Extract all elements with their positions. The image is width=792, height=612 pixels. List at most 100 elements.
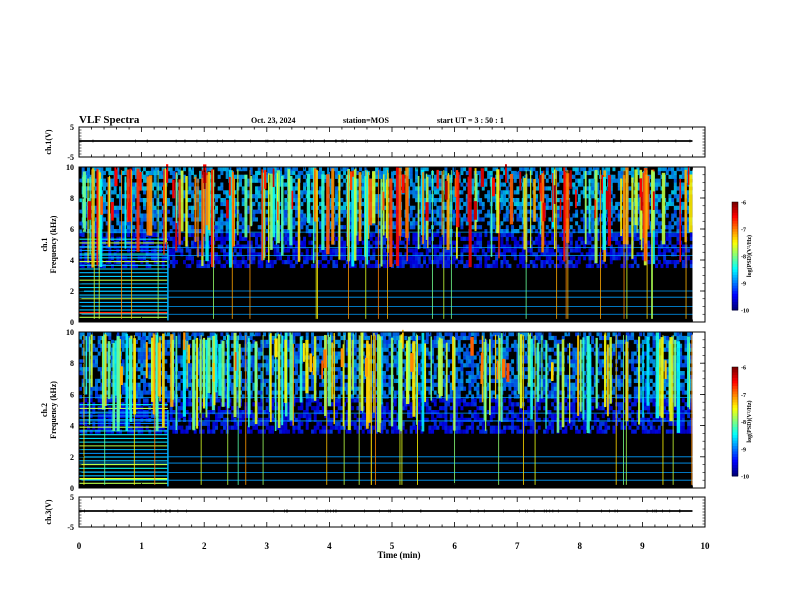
spectrogram-cell — [287, 248, 291, 253]
spectrogram-cell — [79, 335, 82, 341]
spectrogram-cell — [340, 244, 344, 249]
spectrogram-cell — [545, 260, 549, 265]
spectrogram-cell — [500, 240, 504, 245]
spectrogram-cell — [687, 221, 691, 226]
spectrogram-cell — [265, 229, 269, 234]
spectrogram-cell — [428, 240, 432, 245]
spectrogram-cell — [271, 429, 275, 434]
spectrogram-cell — [324, 248, 328, 253]
spectrogram-cell — [591, 178, 595, 183]
spectrogram-cell — [423, 244, 427, 249]
sferic-burst — [441, 171, 443, 235]
spectrogram-cell — [441, 182, 445, 187]
spectrogram-cell — [513, 244, 517, 249]
spectrogram-cell — [372, 248, 376, 253]
spectrogram-cell — [383, 186, 387, 191]
spectrogram-cell — [225, 425, 229, 430]
spectrogram-cell — [124, 170, 128, 176]
spectrogram-cell — [209, 332, 213, 337]
spectrogram-cell — [292, 194, 296, 199]
spectrogram-cell — [447, 252, 451, 257]
spectrogram-cell — [383, 170, 387, 176]
spectrogram-cell — [140, 347, 144, 352]
spectrogram-cell — [321, 248, 325, 253]
spectrogram-cell — [252, 256, 256, 261]
spectrogram-cell — [279, 252, 283, 257]
spectrogram-cell — [425, 248, 429, 253]
spectrogram-cell — [548, 205, 552, 210]
spectrogram-cell — [583, 167, 587, 172]
spectrogram-cell — [361, 213, 365, 218]
spectrogram-cell — [188, 421, 192, 426]
spectrogram-cell — [673, 170, 677, 176]
spectrogram-cell — [415, 256, 419, 261]
y-axis-label: Frequency (kHz) — [49, 215, 58, 273]
spectrogram-cell — [153, 213, 157, 218]
spectrogram-cell — [377, 194, 381, 199]
spectrogram-cell — [225, 252, 229, 257]
spectrogram-cell — [217, 417, 221, 422]
spectrogram-cell — [111, 182, 114, 187]
spectrogram-cell — [551, 232, 555, 238]
spectrogram-cell — [167, 378, 170, 383]
spectrogram-cell — [663, 260, 667, 265]
spectrogram-cell — [103, 205, 106, 210]
spectrogram-cell — [425, 252, 429, 257]
spectrogram-cell — [617, 244, 621, 249]
spectrogram-cell — [551, 252, 555, 257]
spectrogram-cell — [433, 252, 437, 257]
spectrogram-cell — [428, 205, 432, 210]
spectrogram-cell — [241, 186, 245, 191]
spectrogram-cell — [295, 201, 299, 207]
spectrogram-cell — [377, 263, 381, 269]
spectrogram-cell — [609, 256, 613, 261]
spectrogram-cell — [356, 194, 360, 199]
spectrogram-cell — [681, 174, 685, 179]
spectrogram-cell — [423, 167, 427, 172]
spectrogram-cell — [297, 174, 301, 179]
spectrogram-cell — [159, 229, 162, 234]
spectrogram-cell — [241, 229, 245, 234]
sferic-burst — [679, 178, 682, 263]
spectrogram-cell — [241, 244, 245, 249]
spectrogram-cell — [372, 240, 376, 245]
spectrogram-cell — [87, 170, 90, 176]
spectrogram-cell — [460, 205, 464, 210]
spectrogram-cell — [415, 260, 419, 265]
spectrogram-cell — [167, 394, 170, 399]
spectrogram-cell — [332, 260, 336, 265]
spectrogram-cell — [257, 410, 261, 415]
spectrogram-cell — [545, 244, 549, 249]
spectrogram-cell — [143, 190, 146, 195]
spectrogram-cell — [79, 209, 82, 214]
spectrogram-cell — [87, 343, 90, 348]
spectrogram-cell — [233, 198, 237, 203]
spectrogram-cell — [132, 190, 136, 195]
spectrogram-cell — [308, 232, 312, 238]
spectrogram-cell — [145, 170, 149, 176]
spectrogram-cell — [167, 201, 170, 207]
spectrogram-cell — [423, 182, 427, 187]
spectrogram-cell — [447, 263, 451, 269]
spectrogram-cell — [153, 205, 157, 210]
spectrogram-cell — [180, 240, 184, 245]
spectrogram-cell — [375, 174, 379, 179]
spectrogram-cell — [476, 182, 480, 187]
spectrogram-cell — [447, 256, 451, 261]
spectrogram-cell — [252, 232, 256, 238]
spectrogram-cell — [164, 394, 168, 399]
spectrogram-cell — [655, 236, 659, 241]
spectrogram-cell — [335, 217, 339, 222]
spectrogram-cell — [503, 260, 507, 265]
spectrogram-cell — [569, 244, 573, 249]
spectrogram-cell — [164, 332, 168, 337]
spectrogram-cell — [428, 201, 432, 207]
spectrogram-cell — [324, 178, 328, 183]
spectrogram-cell — [436, 213, 440, 218]
burst-core — [594, 199, 597, 219]
spectrogram-cell — [223, 213, 227, 218]
spectrogram-cell — [279, 256, 283, 261]
sferic-burst — [270, 173, 273, 250]
spectrogram-cell — [412, 221, 416, 226]
spectrogram-cell — [140, 394, 144, 399]
